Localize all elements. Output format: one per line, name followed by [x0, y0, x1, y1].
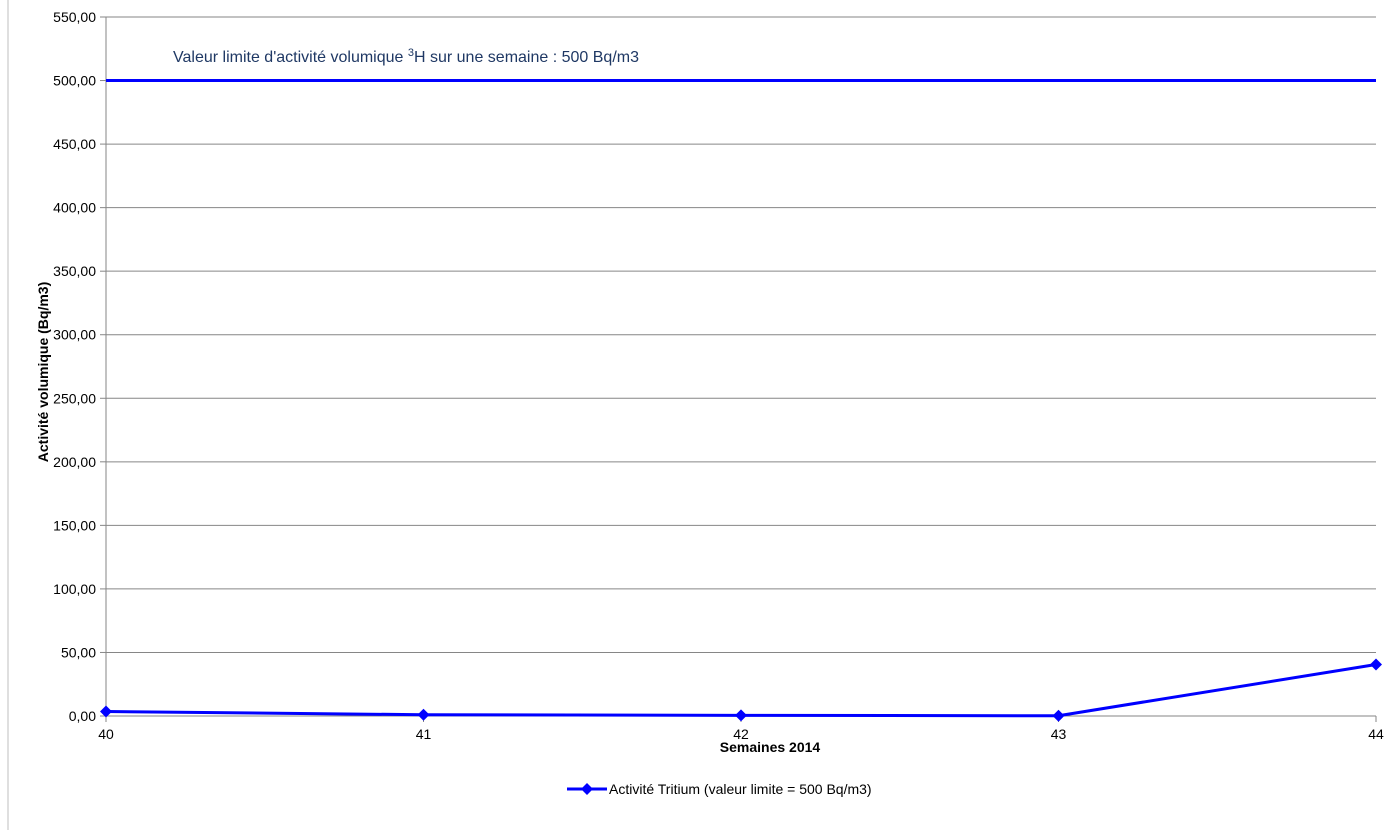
data-point-marker	[1370, 658, 1382, 671]
y-tick-label: 0,00	[69, 708, 96, 724]
x-tick-label: 43	[1051, 726, 1067, 742]
y-tick-label: 550,00	[53, 9, 96, 25]
data-point-marker	[100, 705, 112, 718]
y-tick-label: 50,00	[61, 644, 96, 660]
x-tick-label: 40	[98, 726, 114, 742]
data-point-marker	[417, 708, 430, 721]
x-tick-label: 42	[733, 726, 749, 742]
y-tick-label: 350,00	[53, 263, 96, 279]
axes	[105, 17, 1377, 722]
y-tick-label: 450,00	[53, 136, 96, 152]
y-tick-label: 150,00	[53, 517, 96, 533]
data-point-marker	[735, 709, 747, 722]
y-tick-label: 250,00	[53, 390, 96, 406]
x-tick-label: 44	[1368, 726, 1384, 742]
series-line	[105, 663, 1377, 718]
y-tick-label: 100,00	[53, 581, 96, 597]
series-lines	[105, 663, 1377, 718]
gridlines	[100, 16, 1376, 717]
x-axis-title: Semaines 2014	[720, 739, 821, 755]
limit-annotation: Valeur limite d'activité volumique 3H su…	[173, 47, 639, 66]
x-tick-label: 41	[416, 726, 432, 742]
y-tick-label: 300,00	[53, 327, 96, 343]
legend-label: Activité Tritium (valeur limite = 500 Bq…	[609, 781, 872, 797]
data-point-marker	[1052, 709, 1065, 722]
y-axis-title: Activité volumique (Bq/m3)	[35, 282, 51, 462]
y-tick-label: 200,00	[53, 454, 96, 470]
y-tick-labels: 0,00 50,00 100,00 150,00 200,00 250,00 300,00 3…	[53, 9, 96, 724]
y-tick-label: 400,00	[53, 200, 96, 216]
y-tick-label: 500,00	[53, 73, 96, 89]
series-markers	[100, 658, 1382, 722]
x-tick-labels: 40 41 42 43 44	[98, 726, 1384, 742]
legend-marker	[581, 783, 593, 795]
legend: Activité Tritium (valeur limite = 500 Bq…	[567, 781, 872, 797]
